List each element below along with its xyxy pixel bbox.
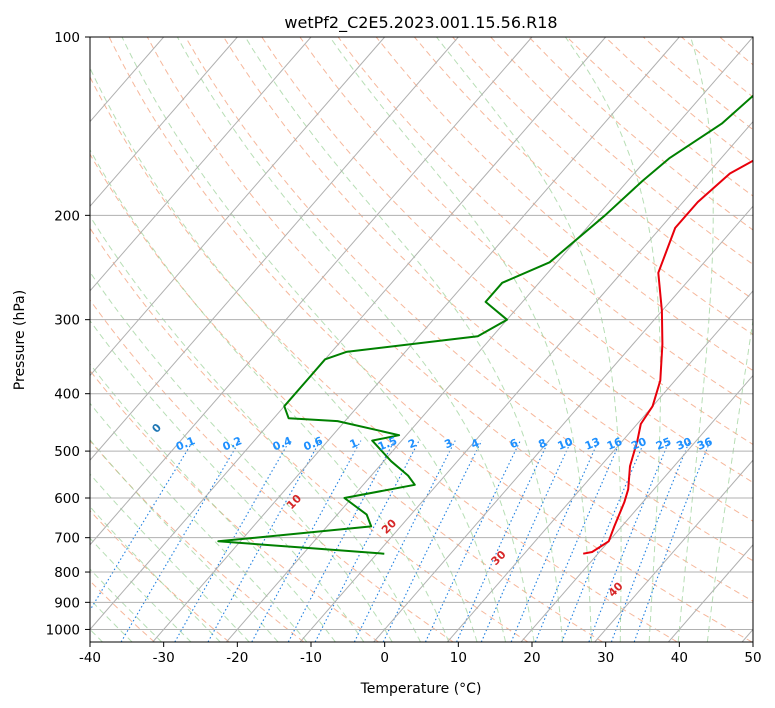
temperature-profile [583, 159, 753, 555]
dry-adiabat [90, 227, 529, 642]
y-tick-label: 200 [54, 208, 80, 224]
mixing-ratio-label: 3 [443, 436, 455, 451]
moist-adiabat [329, 37, 592, 642]
moist-adiabat [90, 363, 336, 642]
isotherm-gridline [373, 205, 753, 642]
x-tick-label: 20 [523, 650, 540, 666]
mixing-ratio-label: 16 [605, 435, 624, 453]
moist-adiabat [564, 37, 661, 642]
profile-lines [217, 94, 753, 555]
x-tick-label: -10 [300, 650, 322, 666]
dry-adiabat [375, 37, 753, 372]
y-tick-label: 700 [54, 531, 80, 547]
moist-adiabat [436, 37, 622, 642]
x-tick-label: 50 [744, 650, 761, 666]
dry-adiabat [90, 580, 155, 642]
x-tick-label: 40 [671, 650, 688, 666]
moist-adiabat [90, 473, 250, 642]
y-tick-label: 400 [54, 387, 80, 403]
mixing-ratio-line [633, 440, 711, 642]
x-tick-label: -20 [226, 650, 248, 666]
moist-adiabat [244, 37, 564, 642]
mixing-ratio-label: 36 [695, 435, 714, 453]
dry-adiabat [90, 299, 454, 642]
isotherm-gridline [152, 37, 680, 642]
y-axis-ticks: 100 200 300 400 500 600 700 800 900 1000 [46, 30, 90, 638]
chart-title: wetPf2_C2E5.2023.001.15.56.R18 [284, 13, 557, 33]
y-axis-label: Pressure (hPa) [12, 290, 28, 390]
y-tick-label: 1000 [46, 622, 80, 638]
moist-adiabat [90, 215, 421, 642]
dry-adiabat [108, 37, 753, 642]
mixing-ratio-label: 25 [654, 435, 673, 453]
mixing-ratio-line [510, 440, 600, 642]
plot-frame [89, 36, 754, 643]
mixing-ratio-line [382, 440, 483, 642]
y-tick-label: 300 [54, 313, 80, 329]
background-lines [90, 37, 753, 642]
mixing-ratio-line [456, 440, 550, 642]
moist-adiabat [90, 319, 365, 642]
x-axis-label: Temperature (°C) [360, 681, 482, 697]
mixing-ratio-line [251, 440, 362, 642]
moist-adiabat [90, 402, 308, 642]
x-tick-label: -30 [153, 650, 175, 666]
isotherm-gridline [299, 120, 753, 642]
mixing-ratio-line [120, 440, 241, 642]
mixing-ratio-line [90, 440, 194, 612]
mixing-ratio-label: 13 [583, 435, 602, 453]
moist-adiabat [677, 37, 714, 642]
y-tick-label: 800 [54, 565, 80, 581]
x-tick-label: 30 [597, 650, 614, 666]
x-axis-ticks: -40 -30 -20 -10 0 10 20 30 40 50 [79, 642, 762, 666]
isotherm-gridline [90, 37, 533, 546]
mixing-ratio-label: 30 [675, 435, 694, 453]
mixing-ratio-label: 2 [406, 436, 418, 451]
y-tick-label: 600 [54, 491, 80, 507]
y-tick-label: 100 [54, 30, 80, 46]
isotherm-gridline [90, 37, 238, 208]
mixing-ratio-label: 10 [556, 435, 575, 453]
mixing-ratio-line [174, 440, 291, 642]
y-tick-label: 500 [54, 444, 80, 460]
dry-adiabat [299, 37, 753, 446]
isotherm-gridline [90, 37, 312, 292]
moist-adiabat [706, 317, 753, 642]
isotherm-gridline [594, 459, 753, 642]
moist-adiabat [90, 148, 450, 642]
x-tick-label: 10 [450, 650, 467, 666]
moist-adiabat [90, 439, 279, 642]
isotherm-gridline [90, 37, 459, 461]
mixing-ratio-label: 1 [348, 436, 360, 451]
dewpoint-profile [217, 94, 753, 555]
isotherm-gridline [90, 37, 607, 631]
isotherm-gridline [90, 37, 386, 377]
mixing-ratio-line [207, 440, 321, 642]
y-tick-label: 900 [54, 595, 80, 611]
mixing-ratio-line [353, 440, 456, 642]
moist-adiabat [121, 37, 506, 642]
dry-adiabat [337, 37, 753, 408]
mixing-ratio-line [534, 440, 622, 642]
dry-adiabat [414, 37, 753, 336]
x-tick-label: 0 [380, 650, 389, 666]
dry-adiabat [90, 509, 230, 642]
dry-adiabat [90, 75, 678, 642]
dry-adiabat [90, 369, 379, 642]
moist-adiabat [176, 37, 535, 642]
isotherm-gridline [447, 290, 753, 642]
mixing-ratio-line [480, 440, 572, 642]
mixing-ratio-label: 20 [629, 435, 648, 453]
isotherm-gridline [226, 37, 753, 642]
x-tick-label: -40 [79, 650, 101, 666]
mixing-ratio-label: 8 [537, 436, 549, 451]
